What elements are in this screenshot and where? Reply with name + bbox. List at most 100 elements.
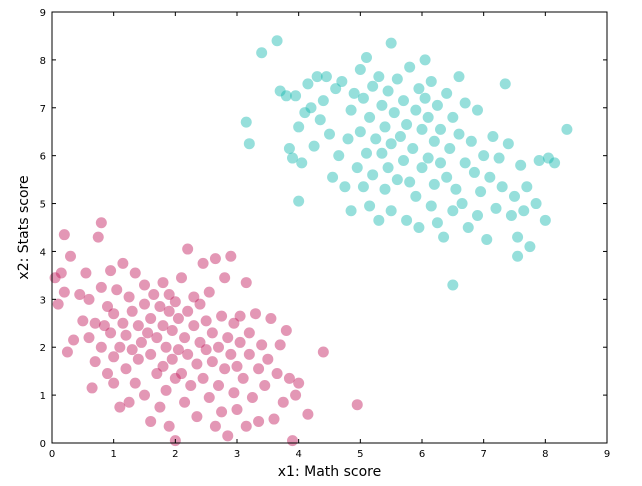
data-point [206, 356, 218, 368]
data-point [182, 243, 194, 255]
data-point [394, 131, 406, 143]
data-point [95, 217, 107, 229]
data-point [484, 171, 496, 183]
data-point [512, 231, 524, 243]
data-point [240, 420, 252, 432]
data-point [496, 181, 508, 193]
data-point [139, 279, 150, 291]
data-point [441, 171, 453, 183]
data-point [502, 138, 514, 150]
data-point [391, 73, 403, 85]
data-point [209, 253, 221, 265]
data-point [422, 152, 434, 164]
data-point [157, 320, 169, 332]
data-point [219, 272, 231, 284]
data-point [120, 329, 132, 341]
data-point [311, 71, 323, 83]
data-point [61, 346, 73, 358]
data-point [89, 317, 101, 329]
data-point [493, 152, 505, 164]
y-tick-label: 5 [40, 200, 46, 211]
data-point [305, 102, 317, 114]
data-point [213, 380, 224, 392]
y-tick-label: 1 [40, 391, 46, 402]
data-point [129, 267, 141, 279]
data-point [176, 272, 187, 284]
data-point [539, 214, 551, 226]
data-point [385, 37, 397, 49]
data-point [219, 363, 231, 375]
x-axis-label: x1: Math score [278, 464, 381, 480]
data-point [191, 411, 203, 423]
data-point [160, 341, 172, 353]
data-point [382, 85, 394, 97]
data-point [302, 408, 314, 420]
x-tick-label: 5 [357, 449, 363, 460]
data-point [339, 181, 351, 193]
data-point [129, 377, 141, 389]
data-point [441, 87, 453, 99]
data-point [425, 75, 437, 87]
data-point [74, 289, 86, 301]
data-point [117, 257, 129, 269]
data-point [373, 214, 385, 226]
data-point [148, 289, 160, 301]
data-point [197, 372, 209, 384]
data-point [166, 324, 178, 336]
data-point [364, 111, 376, 123]
data-point [243, 348, 255, 360]
data-point [453, 128, 465, 140]
data-point [549, 157, 561, 169]
data-point [234, 336, 246, 348]
data-point [388, 107, 400, 119]
data-point [367, 169, 379, 181]
data-point [80, 267, 92, 279]
data-point [160, 384, 172, 396]
data-point [462, 222, 474, 233]
data-point [287, 435, 298, 447]
data-point [456, 198, 468, 210]
data-point [431, 217, 443, 229]
data-point [512, 250, 524, 262]
data-point [135, 336, 147, 348]
data-point [447, 279, 459, 291]
data-point [468, 166, 480, 178]
data-point [102, 301, 113, 313]
x-tick-label: 4 [295, 449, 301, 460]
data-point [83, 332, 95, 344]
data-point [379, 121, 391, 133]
data-point [182, 305, 194, 317]
data-point [509, 190, 520, 202]
x-tick-label: 6 [419, 449, 425, 460]
data-point [246, 392, 258, 404]
data-point [117, 317, 129, 329]
data-point [203, 392, 215, 404]
points-layer [49, 35, 573, 447]
data-point [55, 267, 67, 279]
data-point [253, 415, 265, 427]
data-point [243, 138, 255, 150]
data-point [308, 140, 320, 152]
data-point [123, 396, 135, 408]
data-point [95, 281, 107, 293]
data-point [419, 92, 431, 104]
data-point [407, 142, 419, 154]
data-point [447, 111, 459, 123]
data-point [95, 341, 107, 353]
data-point [102, 368, 113, 380]
data-point [422, 111, 434, 123]
data-point [132, 353, 144, 365]
data-point [126, 344, 138, 356]
data-point [169, 372, 181, 384]
data-point [169, 296, 181, 308]
data-point [188, 320, 200, 332]
data-point [222, 332, 234, 344]
data-point [385, 138, 397, 150]
data-point [188, 291, 200, 303]
data-point [283, 142, 295, 154]
data-point [65, 250, 76, 262]
y-tick-label: 6 [40, 152, 46, 163]
data-point [139, 298, 150, 310]
data-point [361, 51, 372, 63]
